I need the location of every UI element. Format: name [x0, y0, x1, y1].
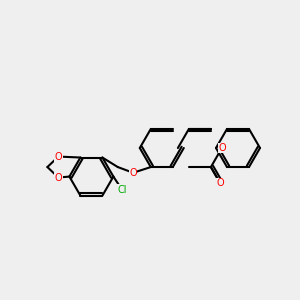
Text: O: O: [55, 152, 62, 162]
Text: Cl: Cl: [117, 185, 127, 195]
Text: O: O: [216, 178, 224, 188]
Text: O: O: [218, 143, 226, 153]
Text: O: O: [55, 172, 62, 182]
Text: O: O: [129, 168, 137, 178]
